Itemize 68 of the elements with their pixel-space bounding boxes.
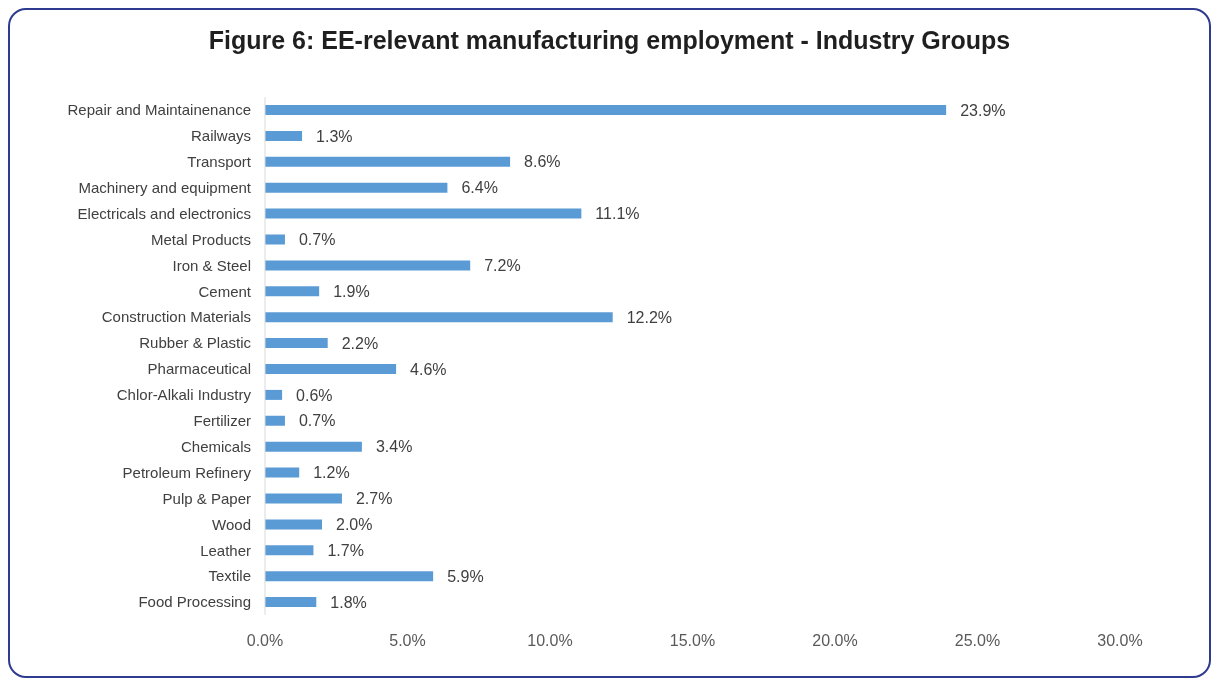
bar (265, 571, 434, 582)
data-label: 2.7% (355, 490, 393, 508)
data-label: 23.9% (960, 101, 1006, 119)
y-tick-label: Cement (198, 282, 252, 300)
x-tick-label: 10.0% (527, 632, 573, 650)
y-tick-label: Textile (208, 567, 251, 585)
bar (265, 415, 285, 426)
y-tick-label: Rubber & Plastic (139, 334, 252, 352)
y-tick-label: Chlor-Alkali Industry (116, 386, 252, 404)
bar (265, 260, 471, 271)
bar (265, 545, 314, 556)
x-tick-label: 25.0% (954, 632, 1001, 650)
bar (265, 286, 320, 297)
x-tick-label: 20.0% (812, 632, 858, 650)
bar (265, 338, 328, 349)
y-tick-label: Petroleum Refinery (122, 463, 252, 481)
data-label: 2.0% (336, 516, 373, 534)
bar (265, 130, 303, 141)
data-label: 11.1% (595, 205, 640, 223)
y-tick-label: Repair and Maintainenance (67, 101, 251, 119)
data-label: 2.2% (341, 334, 379, 352)
bar (265, 389, 283, 400)
bar (265, 441, 362, 452)
y-tick-label: Construction Materials (101, 308, 251, 326)
x-tick-label: 15.0% (669, 632, 716, 650)
bar (265, 105, 947, 115)
data-label: 4.6% (410, 360, 447, 378)
y-tick-label: Chemicals (180, 437, 251, 455)
bar (265, 493, 342, 504)
data-label: 1.8% (330, 593, 367, 611)
y-tick-label: Pharmaceutical (147, 360, 251, 378)
bar (265, 312, 613, 323)
bar (265, 597, 317, 608)
bar (265, 182, 448, 193)
bar (265, 234, 285, 245)
data-label: 7.2% (484, 257, 521, 275)
bar (265, 156, 511, 167)
y-tick-label: Fertilizer (193, 412, 251, 430)
bar (265, 467, 300, 478)
data-label: 0.6% (296, 386, 333, 404)
y-tick-label: Electricals and electronics (77, 204, 251, 222)
y-tick-label: Leather (200, 541, 251, 559)
y-tick-label: Pulp & Paper (162, 489, 251, 507)
y-tick-label: Food Processing (138, 593, 251, 611)
y-tick-label: Railways (190, 127, 251, 145)
data-label: 3.4% (375, 438, 413, 456)
data-label: 1.9% (333, 282, 370, 300)
bar (265, 519, 322, 530)
bar (265, 364, 397, 374)
y-tick-label: Transport (187, 153, 252, 171)
y-tick-label: Machinery and equipment (78, 178, 252, 196)
y-tick-label: Wood (212, 515, 251, 533)
data-label: 0.7% (298, 231, 336, 249)
x-tick-label: 5.0% (389, 632, 426, 650)
bar (265, 208, 582, 219)
data-label: 0.7% (298, 412, 336, 430)
y-tick-label: Metal Products (150, 230, 251, 248)
data-label: 1.7% (327, 541, 364, 559)
chart-title: Figure 6: EE-relevant manufacturing employment - Industry Groups (207, 26, 1012, 55)
x-tick-label: 30.0% (1097, 632, 1143, 650)
y-tick-label: Iron & Steel (172, 256, 251, 274)
x-tick-label: 0.0% (246, 632, 284, 650)
data-label: 5.9% (447, 567, 484, 585)
data-label: 1.3% (316, 127, 353, 145)
data-label: 1.2% (313, 464, 350, 482)
data-label: 8.6% (524, 153, 561, 171)
data-label: 12.2% (626, 308, 673, 326)
data-label: 6.4% (461, 179, 498, 197)
